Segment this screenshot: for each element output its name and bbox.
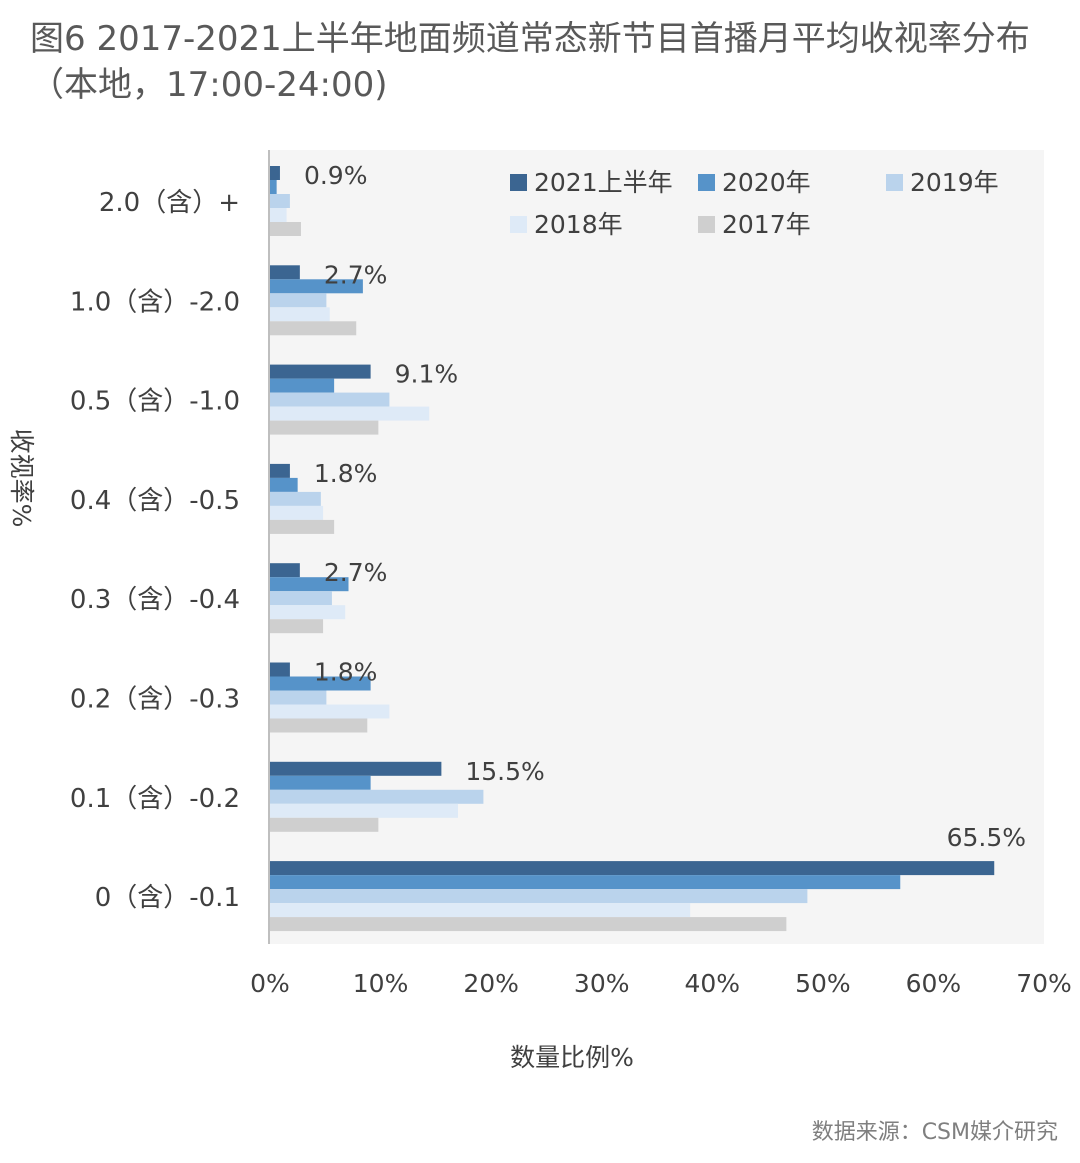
- data-label: 2.7%: [324, 260, 388, 289]
- x-tick-labels: 0% 10% 20% 30% 40% 50% 60% 70%: [250, 969, 1072, 998]
- category-label: 2.0（含）+: [99, 188, 240, 218]
- bar-2-5: [270, 577, 349, 592]
- category-label: 1.0（含）-2.0: [70, 287, 240, 317]
- bar-4-6: [270, 704, 390, 719]
- legend-label: 2017年: [722, 210, 811, 239]
- x-tick-label: 0%: [250, 969, 290, 998]
- bar-4-1: [270, 208, 287, 222]
- x-tick-label: 40%: [684, 969, 740, 998]
- bar-2-2: [270, 279, 363, 294]
- bar-5-2: [270, 321, 357, 336]
- bar-4-7: [270, 803, 458, 818]
- x-tick-label: 60%: [906, 969, 962, 998]
- bar-3-2: [270, 293, 327, 308]
- bar-2-6: [270, 676, 371, 691]
- bar-2-4: [270, 477, 298, 492]
- bar-4-4: [270, 505, 324, 520]
- x-tick-label: 10%: [353, 969, 409, 998]
- bar-4-3: [270, 406, 430, 421]
- legend-swatch: [886, 174, 903, 191]
- legend: 2021上半年 2020年 2019年 2018年 2017年: [510, 168, 999, 239]
- bar-3-3: [270, 392, 390, 407]
- category-label: 0（含）-0.1: [95, 883, 240, 913]
- bar-1-2: [270, 265, 300, 280]
- bar-2-7: [270, 775, 371, 790]
- x-axis-label: 数量比例%: [510, 1043, 634, 1072]
- bar-1-1: [270, 166, 280, 180]
- bar-1-7: [270, 761, 442, 776]
- category-label: 0.4（含）-0.5: [70, 486, 240, 516]
- bar-5-4: [270, 519, 335, 534]
- bar-3-8: [270, 889, 808, 904]
- bar-2-8: [270, 875, 901, 890]
- bar-4-2: [270, 307, 330, 322]
- data-labels: 0.9% 2.7% 9.1% 1.8% 2.7% 1.8% 15.5% 65.5%: [304, 161, 1026, 852]
- bar-1-8: [270, 861, 995, 876]
- category-label: 0.5（含）-1.0: [70, 387, 240, 417]
- bar-4-5: [270, 605, 346, 620]
- bar-5-8: [270, 917, 787, 932]
- bar-1-6: [270, 662, 290, 677]
- data-label: 9.1%: [395, 360, 459, 389]
- bar-5-7: [270, 817, 379, 832]
- bar-3-1: [270, 194, 290, 208]
- data-label: 0.9%: [304, 161, 368, 190]
- bar-1-5: [270, 563, 300, 578]
- x-tick-label: 70%: [1016, 969, 1072, 998]
- bar-5-5: [270, 619, 324, 634]
- legend-swatch: [510, 216, 527, 233]
- legend-label: 2019年: [910, 168, 999, 197]
- y-axis-label: 收视率%: [7, 429, 36, 528]
- bar-5-6: [270, 718, 368, 733]
- category-label: 0.2（含）-0.3: [70, 685, 240, 715]
- legend-swatch: [510, 174, 527, 191]
- legend-label: 2021上半年: [534, 168, 673, 197]
- chart-title: 图6 2017-2021上半年地面频道常态新节目首播月平均收视率分布（本地，17…: [30, 19, 1030, 105]
- bar-3-7: [270, 789, 484, 804]
- bar-3-4: [270, 491, 321, 506]
- bar-5-1: [270, 222, 301, 236]
- x-tick-label: 50%: [795, 969, 851, 998]
- data-label: 15.5%: [465, 757, 544, 786]
- data-source: 数据来源：CSM媒介研究: [811, 1120, 1058, 1145]
- data-label: 2.7%: [324, 558, 388, 587]
- legend-swatch: [698, 216, 715, 233]
- data-label: 65.5%: [947, 823, 1026, 852]
- bars-layer: [270, 166, 995, 932]
- bar-2-3: [270, 378, 335, 393]
- bar-2-1: [270, 180, 277, 194]
- x-tick-label: 30%: [574, 969, 630, 998]
- bar-3-5: [270, 591, 332, 606]
- category-labels: 2.0（含）+ 1.0（含）-2.0 0.5（含）-1.0 0.4（含）-0.5 0.3…: [70, 188, 240, 913]
- data-label: 1.8%: [314, 658, 378, 687]
- bar-4-8: [270, 903, 691, 918]
- bar-3-6: [270, 690, 327, 705]
- x-tick-label: 20%: [463, 969, 519, 998]
- legend-swatch: [698, 174, 715, 191]
- category-label: 0.1（含）-0.2: [70, 784, 240, 814]
- bar-5-3: [270, 420, 379, 435]
- bar-1-3: [270, 364, 371, 379]
- legend-label: 2020年: [722, 168, 811, 197]
- bar-1-4: [270, 463, 290, 478]
- category-label: 0.3（含）-0.4: [70, 585, 240, 615]
- legend-label: 2018年: [534, 210, 623, 239]
- data-label: 1.8%: [314, 459, 378, 488]
